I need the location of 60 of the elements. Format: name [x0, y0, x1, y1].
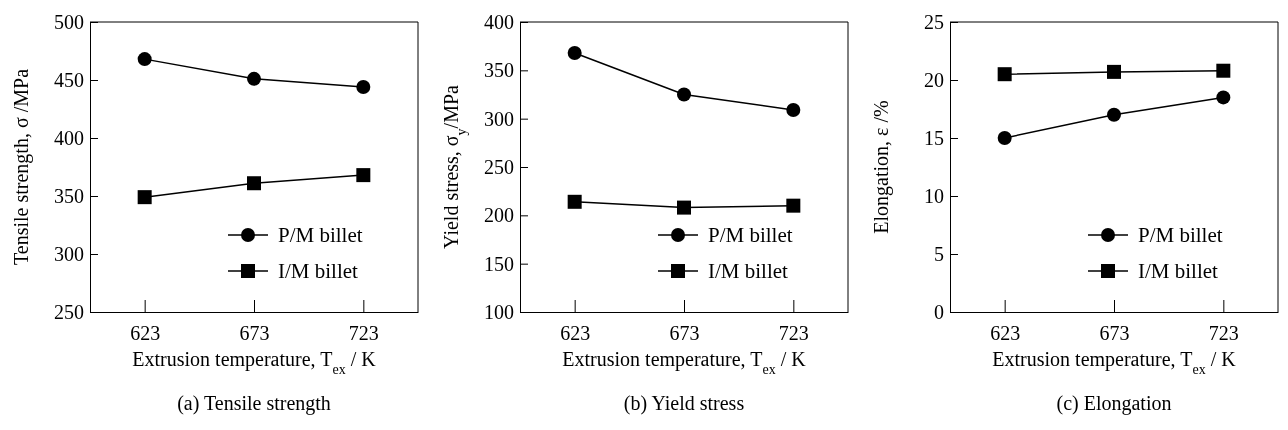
legend-label: P/M billet [708, 223, 793, 247]
y-tick-label: 350 [484, 59, 514, 82]
legend-label: I/M billet [278, 259, 359, 283]
y-tick-label: 10 [924, 184, 944, 207]
x-tick-label: 623 [990, 322, 1021, 345]
y-tick-label: 5 [934, 242, 944, 265]
y-tick-label: 400 [54, 126, 84, 149]
x-tick-label: 723 [348, 322, 379, 345]
point [786, 102, 801, 117]
x-axis-title: Extrusion temperature, T$_{ex}$ / K [132, 348, 377, 377]
y-tick-label: 25 [924, 10, 944, 33]
point [1107, 64, 1121, 79]
y-tick-label: 500 [54, 10, 84, 33]
y-axis-title: Elongation, ε /% [870, 100, 893, 234]
point [247, 71, 261, 86]
y-tick-label: 15 [924, 126, 944, 149]
y-axis-title: Tensile strength, σ /MPa [10, 68, 33, 266]
y-tick-label: 300 [484, 107, 514, 130]
x-tick-label: 623 [560, 322, 591, 345]
text: (a) Tensile strength [177, 392, 331, 415]
y-tick-label: 150 [484, 252, 514, 275]
x-tick-label: 723 [1208, 322, 1239, 345]
legend-label: P/M billet [1138, 223, 1223, 247]
x-axis-title: Extrusion temperature, T$_{ex}$ / K [562, 348, 807, 377]
point [1216, 63, 1231, 78]
y-tick-label: 100 [484, 300, 514, 323]
point [247, 176, 261, 191]
point [1216, 90, 1231, 105]
text: (c) Elongation [1056, 392, 1172, 415]
y-tick-label: 450 [54, 68, 84, 91]
point [1107, 107, 1121, 122]
point [137, 52, 152, 67]
y-tick-label: 20 [924, 68, 944, 91]
x-tick-label: 623 [130, 322, 161, 345]
x-tick-label: 673 [239, 322, 270, 345]
y-tick-label: 0 [934, 300, 944, 323]
point [786, 198, 801, 213]
y-tick-label: 200 [484, 204, 514, 227]
point [997, 67, 1012, 82]
legend-label: I/M billet [1138, 259, 1219, 283]
legend-label: P/M billet [278, 223, 363, 247]
point [677, 87, 691, 102]
y-tick-label: 250 [484, 155, 514, 178]
y-tick-label: 400 [484, 10, 514, 33]
y-tick-label: 250 [54, 300, 84, 323]
y-tick-label: 300 [54, 242, 84, 265]
point [356, 168, 371, 183]
text: (b) Yield stress [623, 392, 745, 415]
x-tick-label: 673 [1099, 322, 1130, 345]
x-axis-title: Extrusion temperature, T$_{ex}$ / K [992, 348, 1237, 377]
point [677, 200, 691, 215]
point [567, 194, 582, 209]
point [997, 131, 1012, 145]
y-tick-label: 350 [54, 184, 84, 207]
point [137, 190, 152, 205]
point [567, 45, 582, 60]
x-tick-label: 723 [778, 322, 809, 345]
x-tick-label: 673 [669, 322, 700, 345]
legend-label: I/M billet [708, 259, 789, 283]
point [356, 79, 371, 94]
